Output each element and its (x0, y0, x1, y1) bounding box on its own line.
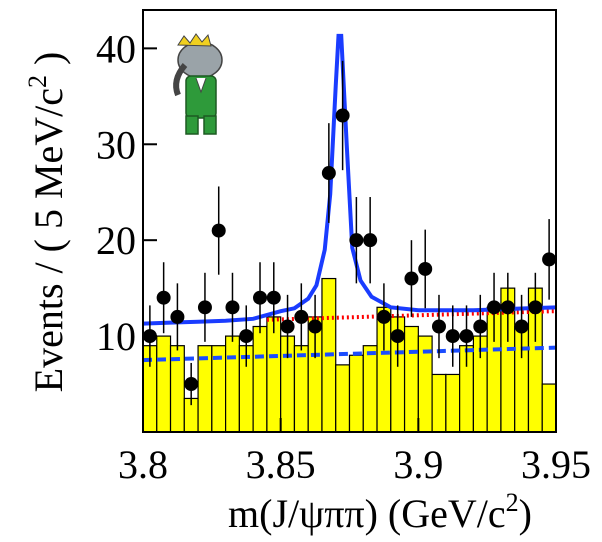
data-point (514, 319, 529, 334)
x-tick-label: 3.95 (521, 442, 591, 487)
x-tick-label: 3.9 (393, 442, 443, 487)
plot-area (142, 33, 557, 433)
y-tick-label: 40 (96, 26, 136, 71)
histogram-bar (293, 345, 309, 433)
data-point (211, 223, 226, 238)
fit-curve (142, 33, 557, 326)
data-point (459, 329, 474, 344)
fit-curve (142, 345, 557, 363)
data-point (431, 319, 446, 334)
data-point (184, 377, 199, 392)
data-point (197, 300, 212, 315)
data-point (500, 300, 515, 315)
plot-frame (142, 9, 557, 433)
data-point (280, 319, 295, 334)
histogram-bar (225, 335, 240, 433)
histogram-bar (348, 354, 364, 433)
data-point (239, 329, 254, 344)
data-point (487, 300, 502, 315)
histogram-bar (362, 345, 378, 433)
data-point (418, 261, 433, 276)
histogram-bar (445, 373, 461, 433)
histogram-bar (431, 373, 447, 433)
data-point (253, 290, 268, 305)
data-point (528, 300, 543, 315)
data-point (308, 319, 323, 334)
histogram-bar (541, 383, 557, 433)
histogram-bar (156, 335, 172, 433)
y-tick-label: 20 (96, 218, 136, 263)
y-axis-label: Events / ( 5 MeV/c2 ) (23, 52, 71, 393)
data-point (363, 233, 378, 248)
x-tick-label: 3.85 (246, 442, 316, 487)
data-point (349, 233, 364, 248)
logo (173, 33, 223, 135)
data-point (156, 290, 171, 305)
y-tick-label: 30 (96, 122, 136, 167)
x-axis-label: m(J/ψππ) (GeV/c2) (228, 488, 532, 536)
data-point (404, 271, 419, 286)
histogram-bar (403, 325, 419, 433)
data-point (321, 166, 336, 181)
data-point (376, 309, 391, 324)
data-point (170, 309, 185, 324)
data-point (473, 319, 488, 334)
data-point (225, 300, 240, 315)
data-point (266, 290, 281, 305)
data-point (294, 309, 309, 324)
x-tick-label: 3.8 (118, 442, 168, 487)
data-point (335, 108, 350, 123)
histogram-bar (335, 364, 351, 433)
data-point (390, 329, 405, 344)
histogram-bar (252, 325, 268, 433)
data-point (542, 252, 557, 267)
data-point (445, 329, 460, 344)
histogram-bar (266, 316, 282, 433)
y-tick-label: 10 (96, 314, 136, 359)
